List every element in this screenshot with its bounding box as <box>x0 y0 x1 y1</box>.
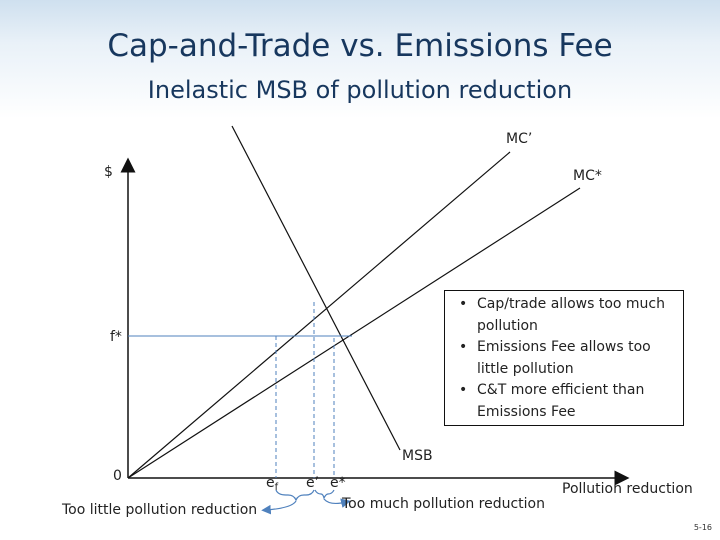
notes-box: Cap/trade allows too much pollution Emis… <box>444 290 684 426</box>
msb-curve <box>231 125 401 451</box>
mc-prime-curve <box>127 151 511 479</box>
page-title: Cap-and-Trade vs. Emissions Fee <box>107 28 613 64</box>
slide-number: 5-16 <box>693 523 712 532</box>
y-axis-label: $ <box>104 164 113 180</box>
too-much-label: Too much pollution reduction <box>341 496 545 512</box>
fee-label: f* <box>110 329 122 345</box>
page-subtitle: Inelastic MSB of pollution reduction <box>147 76 573 104</box>
note-item: C&T more efficient than Emissions Fee <box>451 380 677 423</box>
estar-label: e* <box>330 475 346 491</box>
ef-label-sub: f <box>275 482 279 493</box>
eprime-label: e’ <box>306 475 319 491</box>
too-little-label: Too little pollution reduction <box>61 502 257 518</box>
too-little-brace <box>275 489 315 502</box>
x-axis-label: Pollution reduction <box>562 481 693 497</box>
mc-star-label: MC* <box>573 168 602 184</box>
too-little-arrow <box>261 500 297 515</box>
note-item: Cap/trade allows too much pollution <box>451 294 677 337</box>
note-item: Emissions Fee allows too little pollutio… <box>451 337 677 380</box>
mc-star-curve <box>127 187 581 479</box>
too-much-arrow <box>323 498 351 508</box>
msb-label: MSB <box>402 448 433 464</box>
mc-prime-label: MC’ <box>506 131 532 147</box>
origin-label: 0 <box>113 468 122 484</box>
too-much-brace <box>314 489 335 500</box>
ef-label-main: e <box>266 475 275 491</box>
ef-label: ef <box>266 475 279 493</box>
